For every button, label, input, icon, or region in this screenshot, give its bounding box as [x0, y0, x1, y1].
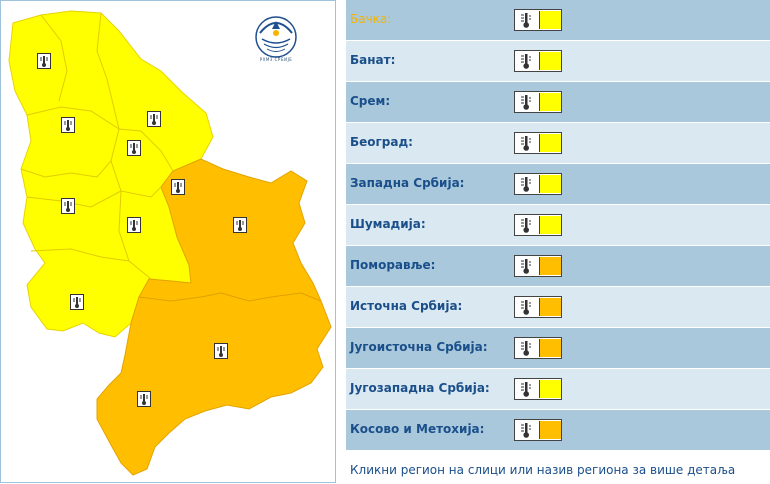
region-name[interactable]: Југоисточна Србија:: [350, 340, 488, 354]
map-borders: [20, 12, 174, 280]
rhmz-logo-icon: [250, 11, 302, 67]
hint-text: Кликни регион на слици или назив региона…: [350, 463, 736, 477]
warning-level-orange: [539, 421, 561, 439]
thermometer-icon: [521, 423, 531, 438]
thermometer-icon: [521, 95, 531, 110]
warning-level-yellow: [539, 11, 561, 29]
warning-indicator: [514, 50, 562, 72]
warning-indicator: [514, 296, 562, 318]
map-thermometer-icon-kosovo[interactable]: [137, 391, 151, 407]
serbia-map: [8, 10, 332, 476]
map-thermometer-icon-jugozapadna-srbija[interactable]: [70, 294, 84, 310]
thermometer-icon: [521, 218, 531, 233]
map-thermometer-icon-sumadija[interactable]: [127, 217, 141, 233]
map-thermometer-icon-istocna-srbija[interactable]: [233, 217, 247, 233]
warning-level-orange: [539, 339, 561, 357]
map-thermometer-icon-zapadna-srbija[interactable]: [61, 198, 75, 214]
warning-indicator: [514, 419, 562, 441]
warning-indicator: [514, 173, 562, 195]
map-thermometer-icon-backa[interactable]: [37, 53, 51, 69]
warning-level-yellow: [539, 134, 561, 152]
region-row-beograd[interactable]: Београд:: [346, 123, 770, 163]
logo-caption: РХМЗ СРБИЈЕ: [259, 57, 293, 62]
map-borders-orange: [138, 292, 322, 302]
warning-level-yellow: [539, 93, 561, 111]
thermometer-icon: [521, 177, 531, 192]
map-thermometer-icon-pomoravlje[interactable]: [171, 179, 185, 195]
warning-level-orange: [539, 257, 561, 275]
warning-indicator: [514, 214, 562, 236]
warning-level-yellow: [539, 216, 561, 234]
region-name[interactable]: Срем:: [350, 94, 391, 108]
region-name[interactable]: Поморавље:: [350, 258, 436, 272]
region-name[interactable]: Источна Србија:: [350, 299, 463, 313]
region-row-backa[interactable]: Бачка:: [346, 0, 770, 40]
warning-indicator: [514, 132, 562, 154]
warning-indicator: [514, 9, 562, 31]
thermometer-icon: [521, 54, 531, 69]
region-name[interactable]: Западна Србија:: [350, 176, 465, 190]
thermometer-icon: [521, 382, 531, 397]
warning-indicator: [514, 91, 562, 113]
region-row-istocna-srbija[interactable]: Источна Србија:: [346, 287, 770, 327]
warning-indicator: [514, 378, 562, 400]
region-row-jugoistocna-srbija[interactable]: Југоисточна Србија:: [346, 328, 770, 368]
region-name[interactable]: Бачка:: [350, 12, 392, 26]
map-thermometer-icon-jugoistocna-srbija[interactable]: [214, 343, 228, 359]
region-row-zapadna-srbija[interactable]: Западна Србија:: [346, 164, 770, 204]
map-thermometer-icon-srem[interactable]: [61, 117, 75, 133]
thermometer-icon: [521, 259, 531, 274]
warning-map: РХМЗ СРБИЈЕ: [0, 0, 336, 483]
region-name[interactable]: Београд:: [350, 135, 413, 149]
warning-level-yellow: [539, 52, 561, 70]
region-row-srem[interactable]: Срем:: [346, 82, 770, 122]
region-name[interactable]: Југозападна Србија:: [350, 381, 490, 395]
region-row-kosovo-i-metohija[interactable]: Косово и Метохија:: [346, 410, 770, 450]
thermometer-icon: [521, 136, 531, 151]
thermometer-icon: [521, 13, 531, 28]
thermometer-icon: [521, 300, 531, 315]
region-name[interactable]: Косово и Метохија:: [350, 422, 485, 436]
warning-level-yellow: [539, 175, 561, 193]
warning-level-yellow: [539, 380, 561, 398]
region-row-banat[interactable]: Банат:: [346, 41, 770, 81]
region-name[interactable]: Шумадија:: [350, 217, 426, 231]
map-thermometer-icon-beograd[interactable]: [127, 140, 141, 156]
thermometer-icon: [521, 341, 531, 356]
warning-indicator: [514, 337, 562, 359]
map-region-orange-zone[interactable]: [96, 158, 332, 476]
warning-level-orange: [539, 298, 561, 316]
warning-indicator: [514, 255, 562, 277]
map-thermometer-icon-banat[interactable]: [147, 111, 161, 127]
region-list: Бачка: Банат: Срем: Београд: Западна Срб…: [346, 0, 770, 483]
region-row-jugozapadna-srbija[interactable]: Југозападна Србија:: [346, 369, 770, 409]
region-row-pomoravlje[interactable]: Поморавље:: [346, 246, 770, 286]
region-row-sumadija[interactable]: Шумадија:: [346, 205, 770, 245]
region-name[interactable]: Банат:: [350, 53, 396, 67]
